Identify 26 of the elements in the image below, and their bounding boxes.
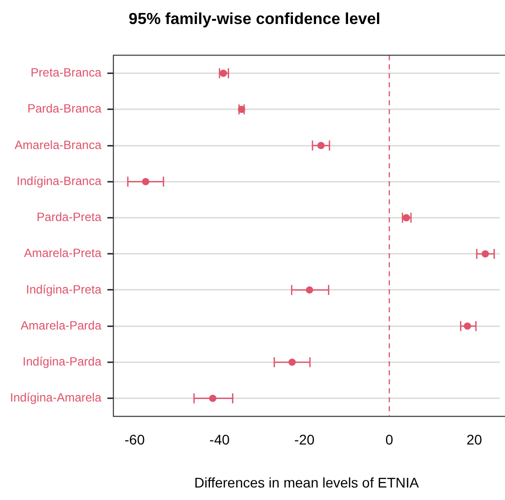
y-tick-label: Indígina-Branca [16,174,102,188]
y-tick-label: Amarela-Preta [24,246,102,260]
y-tick-label: Indígina-Amarela [10,390,102,405]
point [317,142,325,150]
x-tick-label: -20 [294,432,315,448]
y-tick-label: Preta-Branca [30,66,102,80]
point [464,322,472,330]
y-tick-label: Amarela-Parda [20,318,102,332]
point [288,358,296,366]
point [482,250,489,258]
y-tick-label: Indígina-Parda [22,354,102,369]
chart-title: 95% family-wise confidence level [128,11,380,28]
x-tick-label: 20 [466,432,482,448]
x-tick-label: -40 [209,432,230,448]
point [238,106,246,114]
y-tick-label: Amarela-Branca [14,138,102,152]
x-tick-label: 0 [385,432,394,448]
point [142,178,150,186]
x-tick-label: -60 [124,432,145,448]
point [220,70,227,77]
y-tick-label: Parda-Preta [36,210,102,224]
y-tick-label: Parda-Branca [27,102,102,116]
point [209,394,216,402]
y-tick-label: Indígina-Preta [26,282,102,296]
point [306,286,314,294]
x-axis-title: Differences in mean levels of ETNIA [194,474,420,490]
